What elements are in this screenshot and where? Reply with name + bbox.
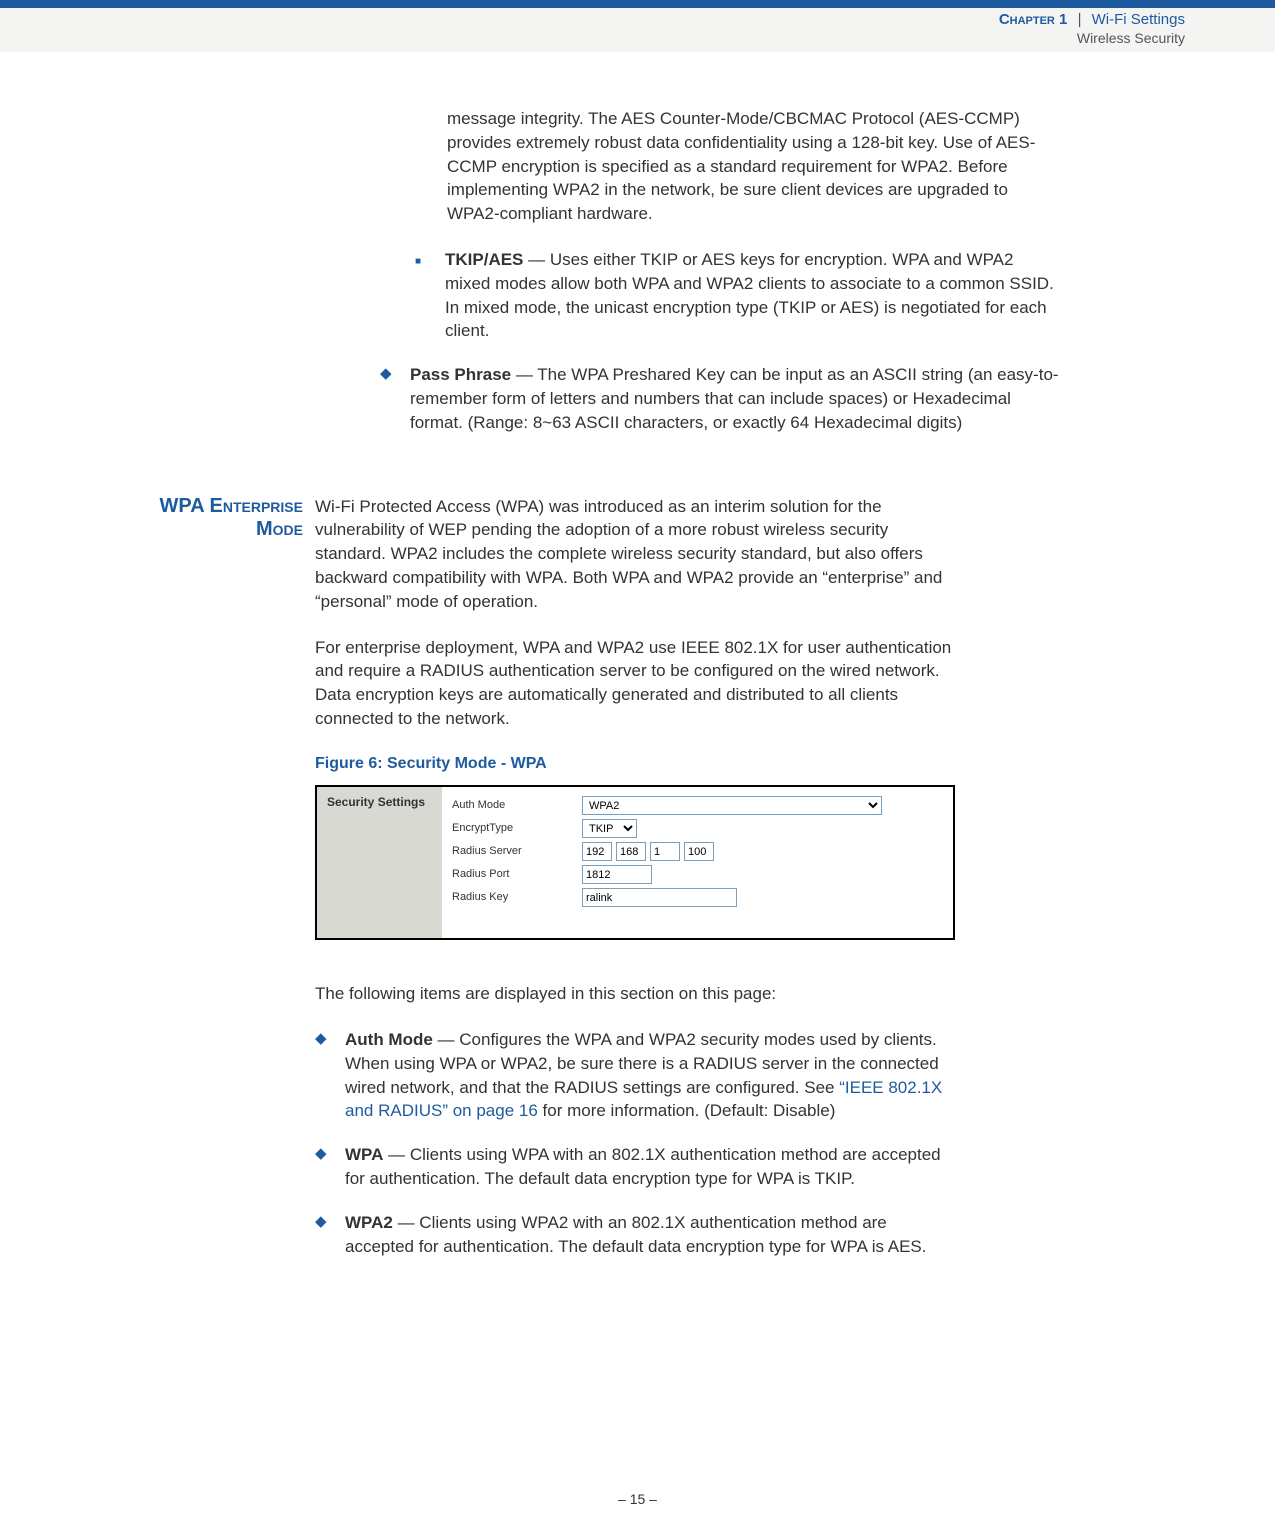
figure-caption: Figure 6: Security Mode - WPA xyxy=(315,753,955,775)
top-accent-bar xyxy=(0,0,1275,8)
wpa2-bullet-label: WPA2 xyxy=(345,1213,393,1232)
fig-ip-oct2[interactable] xyxy=(616,842,646,861)
wpa-deploy: For enterprise deployment, WPA and WPA2 … xyxy=(315,636,955,731)
diamond-bullet-icon: ◆ xyxy=(315,1143,345,1191)
wpa-bullet-body: WPA — Clients using WPA with an 802.1X a… xyxy=(345,1143,955,1191)
fig-label-authmode: Auth Mode xyxy=(452,798,582,813)
bullet-wpa2: ◆ WPA2 — Clients using WPA2 with an 802.… xyxy=(315,1211,955,1259)
fig-ip-oct1[interactable] xyxy=(582,842,612,861)
page-body: message integrity. The AES Counter-Mode/… xyxy=(0,52,1275,1258)
square-bullet-icon: ■ xyxy=(415,248,445,343)
wpa2-bullet-text: — Clients using WPA2 with an 802.1X auth… xyxy=(345,1213,927,1256)
header-banner: Chapter 1 | Wi-Fi Settings Wireless Secu… xyxy=(0,8,1275,52)
figure-panel: Security Settings Auth Mode WPA2 Encrypt… xyxy=(315,785,955,940)
items-intro: The following items are displayed in thi… xyxy=(315,982,955,1006)
section-heading-block: WPA Enterprise Mode xyxy=(0,495,315,541)
fig-input-radiusport[interactable] xyxy=(582,865,652,884)
wpa-bullet-label: WPA xyxy=(345,1145,383,1164)
fig-label-encrypt: EncryptType xyxy=(452,821,582,836)
fig-label-radiuskey: Radius Key xyxy=(452,890,582,905)
fig-row-radiuskey: Radius Key xyxy=(452,886,943,909)
fig-row-radiusport: Radius Port xyxy=(452,863,943,886)
bullet-tkip: ■ TKIP/AES — Uses either TKIP or AES key… xyxy=(415,248,1059,343)
diamond-bullet-icon: ◆ xyxy=(315,1028,345,1123)
figure-form: Auth Mode WPA2 EncryptType TKIP Radius S… xyxy=(442,787,953,938)
section-heading-line1: WPA Enterprise xyxy=(0,495,303,518)
passphrase-body: Pass Phrase — The WPA Preshared Key can … xyxy=(410,363,1060,434)
fig-select-encrypt[interactable]: TKIP xyxy=(582,819,637,838)
fig-row-authmode: Auth Mode WPA2 xyxy=(452,794,943,817)
wpa-body: Wi-Fi Protected Access (WPA) was introdu… xyxy=(315,495,955,1259)
fig-ip-oct4[interactable] xyxy=(684,842,714,861)
intro-continuation-block: message integrity. The AES Counter-Mode/… xyxy=(447,107,1059,226)
section-heading-line2: Mode xyxy=(0,518,303,541)
header-divider: | xyxy=(1072,11,1088,28)
wpa2-bullet-body: WPA2 — Clients using WPA2 with an 802.1X… xyxy=(345,1211,955,1259)
fig-label-radiusserver: Radius Server xyxy=(452,844,582,859)
diamond-bullet-icon: ◆ xyxy=(315,1211,345,1259)
passphrase-label: Pass Phrase xyxy=(410,365,511,384)
chapter-label: Chapter 1 xyxy=(999,11,1068,28)
header-title: Wi-Fi Settings xyxy=(1092,11,1185,28)
fig-label-radiusport: Radius Port xyxy=(452,867,582,882)
tkip-text: — Uses either TKIP or AES keys for encry… xyxy=(445,250,1054,340)
wpa-enterprise-section: WPA Enterprise Mode Wi-Fi Protected Acce… xyxy=(0,495,1275,1259)
wpa-intro: Wi-Fi Protected Access (WPA) was introdu… xyxy=(315,495,955,614)
bullet-passphrase: ◆ Pass Phrase — The WPA Preshared Key ca… xyxy=(380,363,1060,434)
tkip-label: TKIP/AES xyxy=(445,250,523,269)
bullet-authmode: ◆ Auth Mode — Configures the WPA and WPA… xyxy=(315,1028,955,1123)
fig-input-radiuskey[interactable] xyxy=(582,888,737,907)
bullet-wpa: ◆ WPA — Clients using WPA with an 802.1X… xyxy=(315,1143,955,1191)
tkip-bullet-block: ■ TKIP/AES — Uses either TKIP or AES key… xyxy=(415,248,1059,343)
header-text-block: Chapter 1 | Wi-Fi Settings Wireless Secu… xyxy=(999,11,1185,49)
intro-continuation: message integrity. The AES Counter-Mode/… xyxy=(447,107,1059,226)
figure-sidebar-title: Security Settings xyxy=(317,787,442,938)
passphrase-block: ◆ Pass Phrase — The WPA Preshared Key ca… xyxy=(380,363,1060,434)
page-footer: – 15 – xyxy=(0,1490,1275,1510)
fig-row-radiusserver: Radius Server xyxy=(452,840,943,863)
authmode-text2: for more information. (Default: Disable) xyxy=(538,1101,836,1120)
tkip-body: TKIP/AES — Uses either TKIP or AES keys … xyxy=(445,248,1059,343)
fig-ip-oct3[interactable] xyxy=(650,842,680,861)
diamond-bullet-icon: ◆ xyxy=(380,363,410,434)
header-subtitle: Wireless Security xyxy=(1077,30,1185,46)
wpa-bullet-text: — Clients using WPA with an 802.1X authe… xyxy=(345,1145,941,1188)
authmode-label: Auth Mode xyxy=(345,1030,433,1049)
fig-row-encrypt: EncryptType TKIP xyxy=(452,817,943,840)
authmode-body: Auth Mode — Configures the WPA and WPA2 … xyxy=(345,1028,955,1123)
fig-select-authmode[interactable]: WPA2 xyxy=(582,796,882,815)
